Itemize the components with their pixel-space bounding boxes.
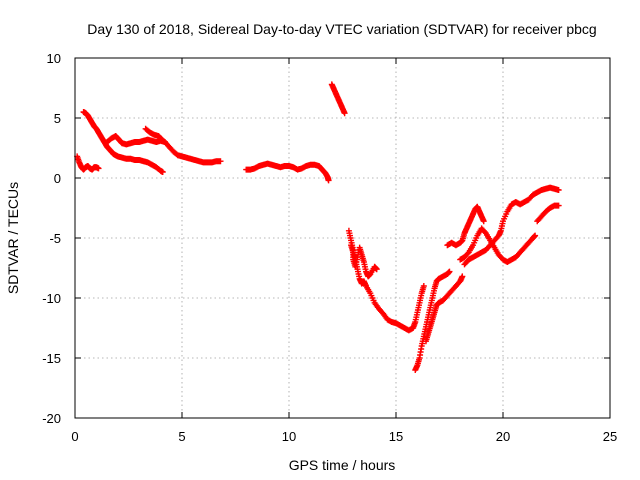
series-arc-1 bbox=[74, 153, 102, 173]
y-tick-label: 10 bbox=[47, 51, 61, 66]
data-point bbox=[532, 232, 539, 239]
series-arc-13 bbox=[461, 184, 562, 268]
x-tick-label: 25 bbox=[603, 429, 617, 444]
data-point bbox=[159, 169, 166, 175]
series-arc-4 bbox=[142, 125, 224, 166]
x-tick-label: 20 bbox=[496, 429, 510, 444]
data-point bbox=[555, 202, 562, 209]
series-arc-8 bbox=[348, 242, 427, 334]
data-point bbox=[217, 158, 224, 165]
series-arc-9 bbox=[412, 268, 453, 373]
x-tick-label: 15 bbox=[389, 429, 403, 444]
data-point bbox=[480, 218, 487, 225]
data-point bbox=[341, 110, 348, 117]
series-arc-14 bbox=[534, 202, 562, 225]
y-tick-label: -5 bbox=[49, 231, 61, 246]
series-arc-6 bbox=[328, 81, 348, 117]
grid bbox=[75, 58, 610, 418]
series-arc-2 bbox=[80, 109, 166, 175]
series-arc-12 bbox=[457, 225, 539, 265]
y-axis-title: SDTVAR / TECUs bbox=[5, 182, 21, 294]
data-point bbox=[373, 266, 380, 273]
plot-frame bbox=[74, 57, 611, 419]
y-tick-label: -10 bbox=[42, 291, 61, 306]
chart-title: Day 130 of 2018, Sidereal Day-to-day VTE… bbox=[87, 21, 596, 37]
series-arc-3 bbox=[104, 133, 168, 148]
x-tick-label: 5 bbox=[178, 429, 185, 444]
data-point bbox=[446, 268, 453, 275]
data-points bbox=[74, 81, 562, 373]
y-tick-labels: -20 -15 -10 -5 0 5 10 bbox=[42, 51, 61, 426]
series-arc-10 bbox=[422, 273, 466, 345]
series-arc-11 bbox=[444, 203, 487, 249]
series-arc-5 bbox=[243, 160, 332, 184]
data-point bbox=[420, 283, 427, 289]
data-point bbox=[459, 273, 466, 280]
y-tick-label: -20 bbox=[42, 411, 61, 426]
x-tick-labels: 0 5 10 15 20 25 bbox=[71, 429, 617, 444]
x-axis-title: GPS time / hours bbox=[289, 457, 396, 473]
x-tick-label: 10 bbox=[282, 429, 296, 444]
x-tick-label: 0 bbox=[71, 429, 78, 444]
y-tick-label: 0 bbox=[54, 171, 61, 186]
y-tick-label: 5 bbox=[54, 111, 61, 126]
data-point bbox=[95, 165, 102, 172]
data-point bbox=[555, 187, 562, 193]
data-point bbox=[325, 177, 332, 184]
y-tick-label: -15 bbox=[42, 351, 61, 366]
